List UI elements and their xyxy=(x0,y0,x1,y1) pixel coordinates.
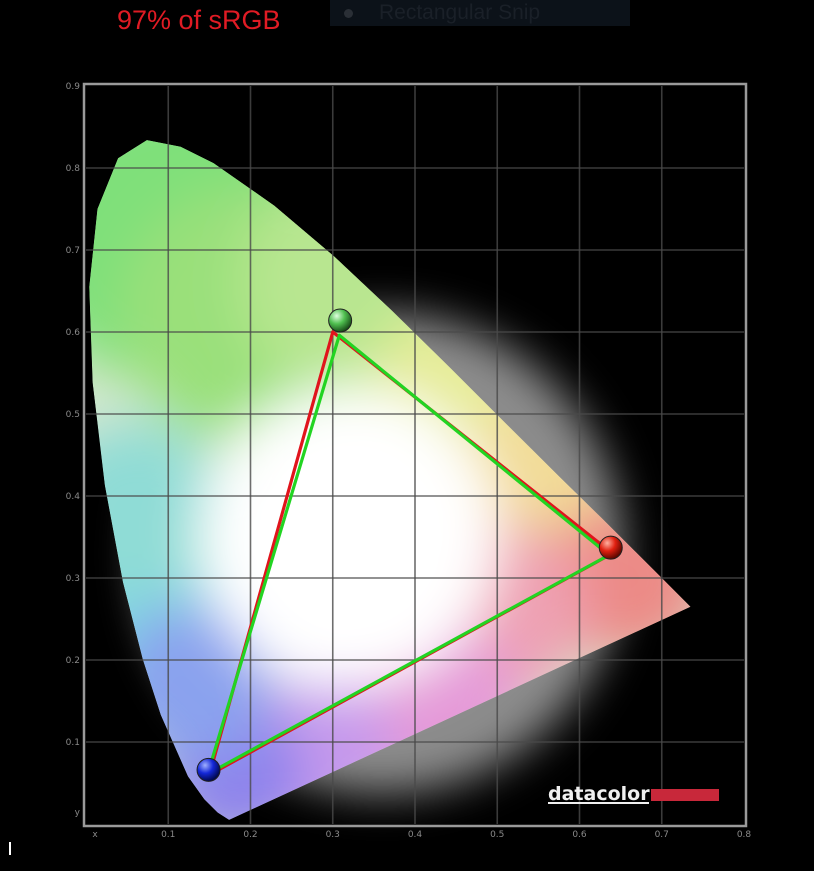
red-primary-marker xyxy=(598,535,623,560)
radio-dot-icon xyxy=(344,8,353,18)
x-tick-label: 0.7 xyxy=(655,830,669,840)
y-axis-ticks: y 0.1 0.2 0.3 0.4 0.5 0.6 0.7 0.8 0.9 xyxy=(66,82,81,818)
y-tick-label: 0.2 xyxy=(66,656,80,666)
y-tick-label: 0.4 xyxy=(66,492,81,502)
primary-markers xyxy=(196,308,623,782)
measured-gamut-triangle xyxy=(206,333,611,776)
x-tick-label: 0.5 xyxy=(490,830,504,840)
snip-tool-label: Rectangular Snip xyxy=(379,1,541,24)
y-tick-label: 0.8 xyxy=(66,164,81,174)
gamut-coverage-headline: 97% of sRGB xyxy=(117,5,281,35)
datacolor-logo-text: datacolor xyxy=(548,783,650,805)
locus-color-fill xyxy=(89,140,691,820)
text-cursor-icon xyxy=(9,842,11,855)
x-tick-label: 0.4 xyxy=(408,830,423,840)
datacolor-logo-bar xyxy=(651,789,719,801)
y-tick-label: 0.9 xyxy=(66,82,81,92)
x-tick-label: 0.1 xyxy=(161,830,175,840)
y-tick-label: y xyxy=(75,808,81,818)
y-tick-label: 0.7 xyxy=(66,246,80,256)
x-axis-ticks: x 0.1 0.2 0.3 0.4 0.5 0.6 0.7 0.8 xyxy=(92,830,751,840)
snip-tool-menu-item[interactable]: Rectangular Snip xyxy=(330,0,630,26)
y-tick-label: 0.1 xyxy=(66,738,80,748)
x-tick-label: x xyxy=(92,830,98,840)
green-primary-marker xyxy=(328,308,353,333)
x-tick-label: 0.6 xyxy=(572,830,587,840)
plot-frame xyxy=(82,82,748,828)
grid-lines xyxy=(86,86,744,824)
x-tick-label: 0.3 xyxy=(326,830,340,840)
reference-gamut-vertex xyxy=(331,330,335,334)
x-tick-label: 0.8 xyxy=(737,830,752,840)
datacolor-logo: datacolor xyxy=(548,783,719,805)
datacolor-logo-underline xyxy=(548,802,649,804)
y-tick-label: 0.5 xyxy=(66,410,80,420)
y-tick-label: 0.3 xyxy=(66,574,80,584)
x-tick-label: 0.2 xyxy=(243,830,257,840)
spectral-locus xyxy=(89,140,691,820)
y-tick-label: 0.6 xyxy=(66,328,81,338)
measured-gamut-vertex xyxy=(337,333,341,337)
blue-primary-marker xyxy=(196,757,221,782)
